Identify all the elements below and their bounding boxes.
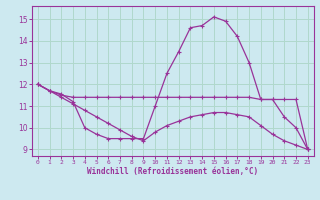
X-axis label: Windchill (Refroidissement éolien,°C): Windchill (Refroidissement éolien,°C) [87, 167, 258, 176]
